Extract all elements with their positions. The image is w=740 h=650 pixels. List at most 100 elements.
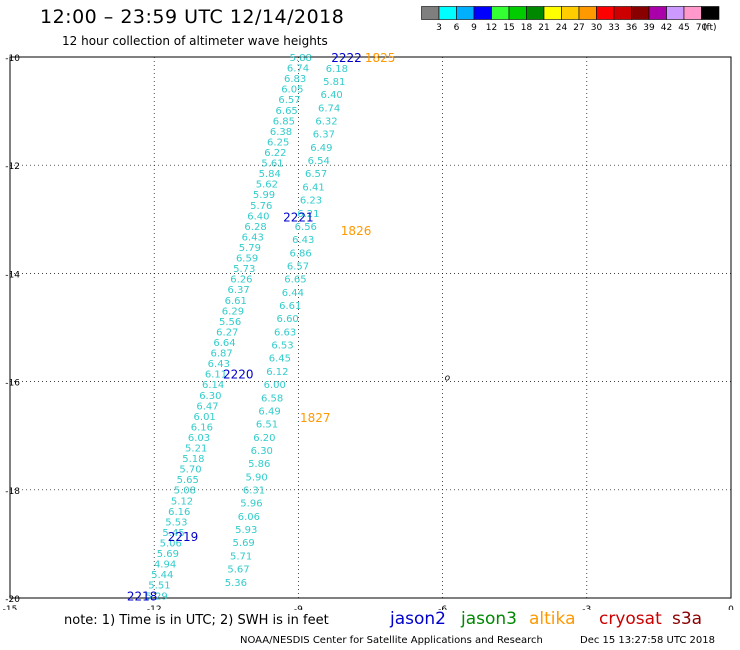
wave-height-value: 5.69 (157, 549, 179, 560)
wave-height-value: 6.22 (264, 148, 286, 159)
wave-height-value: 6.49 (310, 143, 332, 154)
legend-item-jason3: jason3 (461, 609, 517, 629)
generation-timestamp: Dec 15 13:27:58 UTC 2018 (580, 635, 715, 646)
colorbar-tick-label: 12 (486, 23, 497, 32)
colorbar-tick-label: 21 (538, 23, 549, 32)
wave-height-value: 5.29 (145, 591, 167, 602)
latitude-tick-label: -14 (5, 270, 20, 280)
colorbar-swatch (701, 6, 720, 20)
wave-height-value: 6.57 (278, 95, 300, 106)
pass-number-label: 2221 (283, 211, 314, 225)
wave-height-value: 6.65 (276, 106, 298, 117)
wave-height-value: 5.45 (162, 528, 184, 539)
wave-height-value: 5.90 (245, 472, 267, 483)
wave-height-value: 5.36 (225, 578, 247, 589)
colorbar-tick-label: 70 (696, 23, 708, 32)
wave-height-value: 6.60 (277, 314, 299, 325)
latitude-tick-label: -20 (5, 595, 20, 605)
wave-height-value: 5.88 (290, 53, 312, 64)
wave-height-value: 5.69 (233, 538, 255, 549)
longitude-tick-label: -3 (582, 605, 591, 610)
colorbar-unit: (ft) (703, 23, 717, 32)
latitude-tick-label: -16 (5, 379, 20, 389)
wave-height-value: 6.21 (297, 209, 319, 220)
latitude-tick-label: -12 (5, 162, 20, 172)
colorbar-tick-label: 42 (661, 23, 672, 32)
wave-height-value: 5.73 (233, 264, 255, 275)
wave-height-value: 5.96 (240, 499, 262, 510)
legend-item-jason2: jason2 (390, 609, 446, 629)
wave-height-colorbar: 3 6 9 12 15 18 21 24 27 30 33 36 39 42 45 70(ft) (421, 6, 720, 32)
footnote-note: note: 1) Time is in UTC; 2) SWH is in fe… (64, 613, 329, 628)
wave-height-value: 5.65 (177, 475, 199, 486)
pass-number-label: 1827 (300, 411, 331, 425)
credit-text: NOAA/NESDIS Center for Satellite Applica… (240, 635, 543, 646)
wave-height-value: 5.71 (230, 551, 252, 562)
colorbar-tick-label: 15 (503, 23, 514, 32)
wave-height-value: 6.29 (222, 306, 244, 317)
wave-height-value: 5.56 (219, 317, 241, 328)
wave-height-value: 6.43 (292, 235, 314, 246)
wave-height-value: 6.86 (289, 248, 311, 259)
wave-height-value: 6.63 (274, 327, 296, 338)
wave-height-value: 6.53 (271, 341, 293, 352)
map-title: 12:00 – 23:59 UTC 12/14/2018 (40, 6, 345, 28)
colorbar-tick-label: 30 (591, 23, 603, 32)
wave-height-value: 6.26 (230, 275, 252, 286)
legend-item-cryosat: cryosat (599, 609, 662, 629)
colorbar-tick-label: 18 (521, 23, 533, 32)
colorbar-tick-label: 36 (626, 23, 638, 32)
wave-height-value: 6.00 (264, 380, 286, 391)
wave-height-value: 6.16 (168, 507, 190, 518)
wave-height-value: 5.70 (179, 465, 201, 476)
wave-height-value: 5.76 (250, 201, 272, 212)
longitude-tick-label: -15 (3, 605, 18, 610)
longitude-tick-label: -12 (147, 605, 162, 610)
wave-height-value: 6.20 (253, 433, 275, 444)
wave-height-value: 5.53 (165, 517, 187, 528)
pass-number-label: 2218 (127, 589, 158, 603)
wave-height-value: 6.57 (305, 169, 327, 180)
wave-height-value: 6.59 (236, 254, 258, 265)
legend-item-s3a: s3a (672, 609, 703, 629)
map-frame (9, 56, 732, 599)
wave-height-value: 6.12 (266, 367, 288, 378)
wave-height-value: 6.18 (326, 64, 348, 75)
wave-height-value: 6.40 (321, 90, 343, 101)
wave-height-value: 5.84 (259, 169, 281, 180)
wave-height-value: 6.47 (196, 401, 218, 412)
altimeter-map: -15 -12 -9 -6 -3 0-10-12-14-16-18-20o5.886.74… (3, 51, 734, 610)
map-subtitle: 12 hour collection of altimeter wave hei… (62, 34, 328, 48)
wave-height-value: 6.61 (225, 296, 247, 307)
wave-height-value: 6.64 (213, 338, 235, 349)
wave-height-value: 6.61 (279, 301, 301, 312)
wave-height-value: 6.49 (258, 406, 280, 417)
legend-item-altika: altika (529, 609, 576, 629)
latitude-tick-label: -18 (5, 487, 20, 497)
wave-height-value: 6.45 (269, 354, 291, 365)
wave-height-value: 6.44 (282, 288, 304, 299)
wave-height-value: 5.62 (256, 180, 278, 191)
wave-height-value: 5.99 (253, 190, 275, 201)
wave-height-value: 5.79 (239, 243, 261, 254)
wave-height-value: 6.03 (188, 433, 210, 444)
wave-height-value: 6.32 (315, 117, 337, 128)
wave-height-value: 6.54 (308, 156, 330, 167)
island-marker: o (445, 374, 451, 384)
wave-height-value: 5.12 (171, 496, 193, 507)
wave-height-value: 6.25 (267, 137, 289, 148)
wave-height-value: 6.83 (284, 74, 306, 85)
wave-height-value: 6.85 (273, 116, 295, 127)
wave-height-value: 6.37 (227, 285, 249, 296)
colorbar-tick-label: 6 (454, 23, 460, 32)
wave-height-value: 6.58 (261, 393, 283, 404)
wave-height-value: 5.06 (160, 539, 182, 550)
longitude-tick-label: -9 (294, 605, 303, 610)
wave-height-value: 6.16 (191, 422, 213, 433)
wave-height-value: 6.51 (256, 420, 278, 431)
longitude-tick-label: -6 (438, 605, 447, 610)
colorbar-tick-label: 27 (573, 23, 584, 32)
colorbar-tick-label: 39 (643, 23, 655, 32)
wave-height-value: 6.05 (281, 85, 303, 96)
wave-height-value: 5.08 (174, 486, 196, 497)
